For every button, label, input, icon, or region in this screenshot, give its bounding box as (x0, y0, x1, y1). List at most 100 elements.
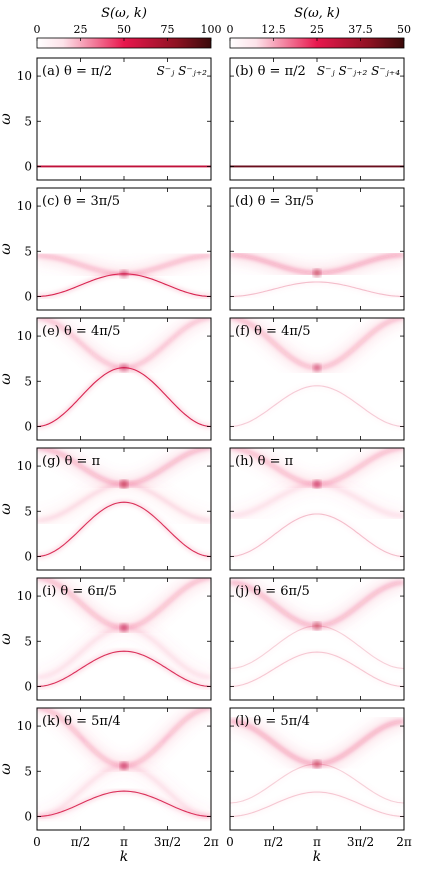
spectral-line (230, 651, 404, 687)
panel-label: (i) θ = 6π/5 (42, 584, 117, 599)
colorbar-tick-label: 50 (397, 23, 411, 36)
operator-label: S⁻ⱼ S⁻ⱼ₊₂ (157, 64, 208, 78)
y-axis-label: ω (0, 763, 14, 775)
panel: 0 5 10 ω (c) θ = 3π/5 (0, 187, 212, 311)
y-tick-label: 0 (24, 809, 32, 823)
x-tick-label: 2π (203, 835, 219, 849)
y-tick-label: 10 (17, 589, 32, 603)
y-axis-label: ω (0, 503, 14, 515)
x-axis-label: k (313, 849, 321, 865)
spectral-glow (230, 512, 404, 559)
x-tick-label: 3π/2 (347, 835, 374, 849)
spectral-line (37, 650, 211, 687)
x-tick-label: π (120, 835, 128, 849)
panel: (b) θ = π/2 (229, 57, 405, 181)
y-tick-label: 0 (24, 549, 32, 563)
spectral-line (230, 625, 404, 669)
panel-label: (e) θ = 4π/5 (42, 324, 120, 339)
y-axis-label: ω (0, 633, 14, 645)
panel-background (230, 188, 404, 310)
spectral-line (230, 791, 404, 817)
panel-label: (f) θ = 4π/5 (235, 324, 311, 339)
panel: (l) θ = 5π/4 (229, 707, 405, 831)
x-tick-label: 2π (396, 835, 412, 849)
y-tick-label: 5 (24, 244, 32, 258)
x-tick-label: π/2 (264, 835, 284, 849)
y-tick-label: 0 (24, 679, 32, 693)
y-tick-label: 0 (24, 289, 32, 303)
colorbar-tick-label: 37.5 (348, 23, 373, 36)
panel: (d) θ = 3π/5 (229, 187, 405, 311)
y-tick-label: 10 (17, 719, 32, 733)
panel-label: (c) θ = 3π/5 (42, 194, 120, 209)
panel-label: (g) θ = π (42, 454, 101, 469)
spectral-line (230, 513, 404, 557)
panel-label: (h) θ = π (235, 454, 294, 469)
panel-label: (l) θ = 5π/4 (235, 714, 310, 729)
panel-label: (a) θ = π/2 (42, 64, 112, 79)
colorbar-tick-label: 0 (227, 23, 234, 36)
spectral-glow (230, 761, 404, 805)
spectral-peak (120, 623, 129, 632)
colorbar-tick-label: 12.5 (261, 23, 286, 36)
panel: 0 5 10 ω (g) θ = π (0, 447, 212, 571)
spectral-peak (120, 269, 129, 278)
spectral-line (230, 385, 404, 427)
y-axis-label: ω (0, 373, 14, 385)
panel-label: (b) θ = π/2 (235, 64, 306, 79)
panel-background (37, 58, 211, 180)
panel-label: (k) θ = 5π/4 (42, 714, 121, 729)
x-axis-label: k (120, 849, 128, 865)
y-axis-label: ω (0, 113, 14, 125)
panel: 0 5 10 ω (a) θ = π/2 (0, 57, 212, 181)
spectral-line (230, 763, 404, 804)
spectral-glow (230, 383, 404, 429)
panel: (h) θ = π (229, 447, 405, 571)
y-tick-label: 0 (24, 159, 32, 173)
panel-background (230, 58, 404, 180)
x-tick-label: 0 (226, 835, 234, 849)
y-tick-label: 5 (24, 374, 32, 388)
spectral-peak (313, 268, 322, 277)
colorbar-label: S(ω, k) (101, 6, 147, 21)
y-tick-label: 0 (24, 419, 32, 433)
y-tick-label: 5 (24, 114, 32, 128)
spectral-peak (120, 761, 129, 770)
panel: (f) θ = 4π/5 (229, 317, 405, 441)
panel: 0 5 10 ω (k) θ = 5π/4 (0, 707, 212, 831)
spectral-peak (313, 480, 322, 489)
y-tick-label: 5 (24, 634, 32, 648)
colorbar-tick-label: 50 (117, 23, 131, 36)
spectral-glow (230, 280, 404, 299)
x-tick-label: π/2 (71, 835, 91, 849)
spectral-peak (120, 363, 129, 372)
y-tick-label: 10 (17, 459, 32, 473)
y-tick-label: 10 (17, 199, 32, 213)
y-axis-label: ω (0, 243, 14, 255)
panel-label: (j) θ = 6π/5 (235, 584, 310, 599)
spectral-peak (313, 363, 322, 372)
spectral-glow (230, 623, 404, 671)
spectral-peak (120, 480, 129, 489)
y-tick-label: 10 (17, 69, 32, 83)
colorbar-tick-label: 0 (34, 23, 41, 36)
panel: 0 5 10 ω (e) θ = 4π/5 (0, 317, 212, 441)
y-tick-label: 10 (17, 329, 32, 343)
spectral-line (37, 501, 211, 557)
panel: 0 5 10 ω (i) θ = 6π/5 (0, 577, 212, 701)
panel: (j) θ = 6π/5 (229, 577, 405, 701)
colorbar-tick-label: 25 (74, 23, 88, 36)
x-tick-label: π (313, 835, 321, 849)
spectral-glow (230, 789, 404, 819)
spectral-glow (230, 650, 404, 689)
spectral-line (230, 281, 404, 297)
colorbar-label: S(ω, k) (294, 6, 340, 21)
operator-label: S⁻ⱼ S⁻ⱼ₊₂ S⁻ⱼ₊₄ (317, 64, 400, 78)
colorbar-tick-label: 25 (310, 23, 324, 36)
x-tick-label: 3π/2 (154, 835, 181, 849)
panel-label: (d) θ = 3π/5 (235, 194, 314, 209)
colorbar-tick-label: 75 (161, 23, 175, 36)
y-tick-label: 5 (24, 504, 32, 518)
x-tick-label: 0 (33, 835, 41, 849)
